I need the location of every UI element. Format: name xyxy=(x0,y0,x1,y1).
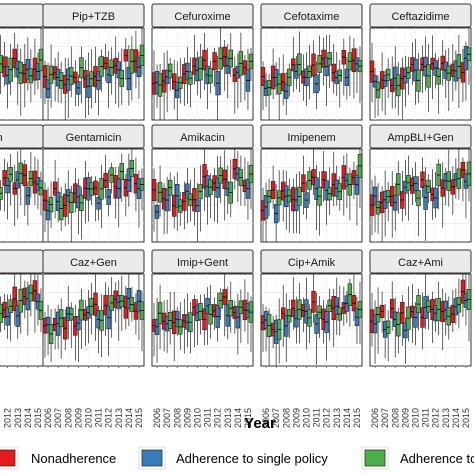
facet-panel: Cefuroxime xyxy=(151,3,254,121)
facet-strip xyxy=(369,3,472,28)
facet-panel: Gentamicin xyxy=(42,124,145,243)
facet-strip xyxy=(151,3,254,28)
facet-title: Cip+Amik xyxy=(288,257,336,269)
facet-strip xyxy=(151,124,254,149)
x-tick-label: 2013 xyxy=(332,408,342,428)
facet-title: Cefotaxime xyxy=(284,11,340,23)
facet-title: Imipenem xyxy=(287,132,335,144)
facet-strip xyxy=(260,3,363,28)
x-tick-label: 2013 xyxy=(441,408,451,428)
legend-key-swatch xyxy=(364,449,386,467)
x-tick-label: 2007 xyxy=(53,408,63,428)
facet-strip xyxy=(260,124,363,149)
facet-title: Imip+Gent xyxy=(177,257,228,269)
legend-key-swatch xyxy=(141,449,163,467)
x-tick-label: 2012 xyxy=(322,408,332,428)
facet-title: Caz+Gen xyxy=(70,257,117,269)
x-axis-title: Year xyxy=(244,415,276,432)
legend-key-swatch xyxy=(0,449,16,467)
facet-strip xyxy=(369,249,472,274)
x-tick-label: 2012 xyxy=(104,408,114,428)
facet-strip xyxy=(42,249,145,274)
legend-label: Nonadherence xyxy=(31,451,116,466)
x-tick-label: 2014 xyxy=(233,408,243,428)
facet-title: Ceftazidime xyxy=(391,11,449,23)
x-tick-label: 2007 xyxy=(162,408,172,428)
facet-title: Amikacin xyxy=(180,132,225,144)
x-tick-label: 2011 xyxy=(94,408,104,427)
facet-panel: Cefotaxime xyxy=(260,3,363,121)
facet-title: Caz+Ami xyxy=(398,257,443,269)
x-tick-label: 2014 xyxy=(124,408,134,428)
x-tick-label: 2011 xyxy=(421,408,431,427)
facet-strip xyxy=(42,124,145,149)
facet-strip xyxy=(0,249,44,274)
facet-strip xyxy=(0,3,44,28)
x-tick-label: 2008 xyxy=(63,408,73,428)
legend: Nonadherence Adherence to single policy Ad… xyxy=(0,446,474,470)
facet-title: AmpBLI+Gen xyxy=(387,132,453,144)
x-tick-label: 2007 xyxy=(271,408,281,428)
facet-title: Pip+TZB xyxy=(72,11,115,23)
facet-strip xyxy=(260,249,363,274)
facet-strip xyxy=(369,124,472,149)
x-tick-label: 2009 xyxy=(182,408,192,428)
x-tick-label: 2014 xyxy=(451,408,461,428)
legend-label: Adherence to single policy xyxy=(176,451,328,466)
x-tick-label: 2010 xyxy=(301,408,311,428)
x-tick-label: 2008 xyxy=(172,408,182,428)
x-tick-label: 2011 xyxy=(312,408,322,427)
x-tick-label: 2008 xyxy=(390,408,400,428)
x-tick-label: 2010 xyxy=(410,408,420,428)
facet-strip xyxy=(151,249,254,274)
x-tick-label: 2009 xyxy=(73,408,83,428)
facet-panel: Ceftazidime xyxy=(369,3,472,121)
x-tick-label: 2013 xyxy=(114,408,124,428)
facet-panel: Cip+Amik 2006 2007 2008 2009 2010 2011 2012 2013… xyxy=(260,249,363,428)
facet-panel: Pip+TZB xyxy=(42,3,145,121)
x-tick-label: 2015 xyxy=(461,408,471,428)
x-tick-label: 2012 xyxy=(213,408,223,428)
x-tick-label: 2006 xyxy=(43,408,53,428)
x-tick-label: 2006 xyxy=(152,408,162,428)
x-tick-label: 2010 xyxy=(83,408,93,428)
x-tick-label: 2009 xyxy=(291,408,301,428)
x-tick-label: 2013 xyxy=(223,408,233,428)
x-tick-label: 2015 xyxy=(134,408,144,428)
x-tick-label: 2011 xyxy=(203,408,213,427)
facet-panel: acin xyxy=(0,124,44,243)
x-tick-label: 2015 xyxy=(243,408,253,428)
x-tick-label: 2007 xyxy=(380,408,390,428)
x-tick-label: 2012 xyxy=(3,408,13,428)
x-tick-label: 2006 xyxy=(261,408,271,428)
facet-strip xyxy=(42,3,145,28)
x-tick-label: 2013 xyxy=(13,408,23,428)
x-tick-label: 2015 xyxy=(352,408,362,428)
facet-panel: Amikacin xyxy=(151,124,254,243)
x-tick-label: 2012 xyxy=(431,408,441,428)
facet-panel: LI xyxy=(0,3,44,121)
facet-title: Cefuroxime xyxy=(174,11,230,23)
x-tick-label: 2009 xyxy=(400,408,410,428)
x-tick-label: 2006 xyxy=(370,408,380,428)
facet-title: acin xyxy=(0,132,3,144)
facet-panel: AmpBLI+Gen xyxy=(369,124,472,243)
x-tick-label: 2014 xyxy=(23,408,33,428)
x-tick-label: 2014 xyxy=(342,408,352,428)
x-tick-label: 2008 xyxy=(281,408,291,428)
legend-label: Adherence to xyxy=(400,451,474,466)
facet-strip xyxy=(0,124,44,149)
x-tick-label: 2015 xyxy=(33,408,43,428)
facet-panel: Imipenem xyxy=(260,124,363,243)
x-tick-label: 2010 xyxy=(192,408,202,428)
facet-title: Gentamicin xyxy=(66,132,122,144)
